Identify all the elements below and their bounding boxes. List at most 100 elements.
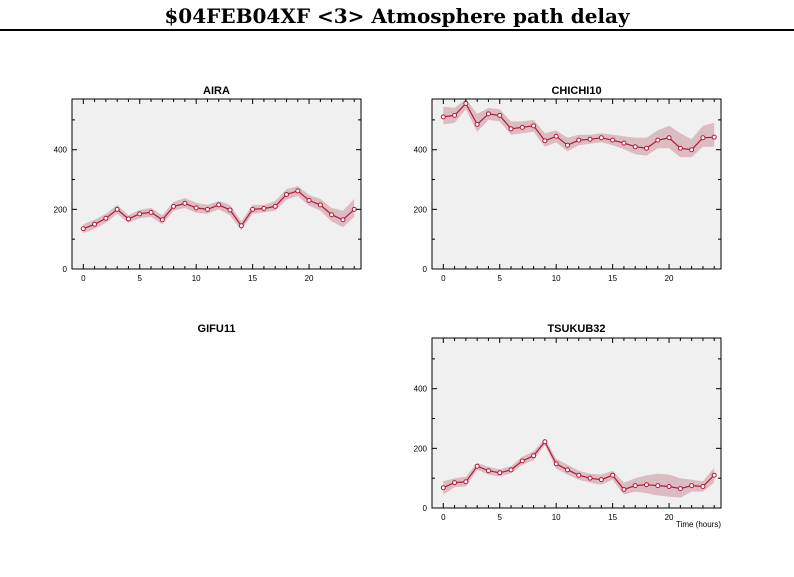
data-point xyxy=(306,197,312,203)
data-point xyxy=(700,484,706,490)
y-tick-label: 400 xyxy=(414,146,428,155)
data-point xyxy=(576,137,582,143)
x-tick-label: 5 xyxy=(498,513,503,522)
data-point xyxy=(666,484,672,490)
data-point xyxy=(677,145,683,151)
data-point xyxy=(474,463,480,469)
x-tick-label: 10 xyxy=(552,274,561,283)
data-point xyxy=(587,136,593,142)
data-point xyxy=(677,486,683,492)
data-point xyxy=(452,480,458,486)
data-point xyxy=(598,477,604,483)
data-point xyxy=(485,111,491,117)
data-point xyxy=(92,221,98,227)
data-point xyxy=(440,114,446,120)
data-point xyxy=(317,202,323,208)
data-point xyxy=(295,188,301,194)
data-point xyxy=(497,470,503,476)
data-point xyxy=(553,133,559,139)
data-point xyxy=(283,191,289,197)
data-point xyxy=(351,206,357,212)
data-point xyxy=(193,205,199,211)
data-point xyxy=(564,142,570,148)
data-point xyxy=(440,485,446,491)
x-tick-label: 10 xyxy=(552,513,561,522)
data-point xyxy=(250,206,256,212)
data-point xyxy=(497,112,503,118)
x-tick-label: 15 xyxy=(248,274,257,283)
data-point xyxy=(463,479,469,485)
data-point xyxy=(452,112,458,118)
data-point xyxy=(216,202,222,208)
data-point xyxy=(519,124,525,130)
x-tick-label: 15 xyxy=(608,513,617,522)
data-point xyxy=(474,121,480,127)
x-tick-label: 20 xyxy=(665,274,674,283)
data-point xyxy=(531,123,537,129)
y-tick-label: 0 xyxy=(63,265,68,274)
data-point xyxy=(711,472,717,478)
data-point xyxy=(598,135,604,141)
data-point xyxy=(553,461,559,467)
data-point xyxy=(485,468,491,474)
y-tick-label: 0 xyxy=(423,504,428,513)
data-point xyxy=(227,207,233,213)
data-point xyxy=(632,144,638,150)
title-rule xyxy=(0,29,794,31)
y-tick-label: 400 xyxy=(414,385,428,394)
y-tick-label: 200 xyxy=(414,444,428,453)
data-point xyxy=(632,483,638,489)
data-point xyxy=(261,205,267,211)
data-point xyxy=(508,467,514,473)
uncertainty-band xyxy=(83,186,355,234)
data-point xyxy=(80,226,86,232)
data-point xyxy=(114,206,120,212)
data-point xyxy=(700,135,706,141)
data-point xyxy=(666,135,672,141)
data-point xyxy=(329,212,335,218)
data-point xyxy=(576,472,582,478)
data-point xyxy=(125,216,131,222)
data-point xyxy=(643,482,649,488)
chart-title: GIFU11 xyxy=(198,323,236,335)
data-point xyxy=(542,138,548,144)
uncertainty-band xyxy=(443,99,715,158)
data-point xyxy=(655,483,661,489)
data-point xyxy=(689,147,695,153)
data-point xyxy=(564,467,570,473)
data-point xyxy=(621,487,627,493)
data-point xyxy=(643,145,649,151)
data-point xyxy=(508,126,514,132)
plot-area xyxy=(71,98,362,270)
x-tick-label: 5 xyxy=(498,274,503,283)
x-axis-label: Time (hours) xyxy=(676,520,721,529)
y-tick-label: 0 xyxy=(423,265,428,274)
x-tick-label: 0 xyxy=(441,513,446,522)
data-point xyxy=(159,217,165,223)
y-tick-label: 200 xyxy=(414,205,428,214)
y-tick-label: 400 xyxy=(54,146,68,155)
chart-title: AIRA xyxy=(203,85,230,97)
data-point xyxy=(103,215,109,221)
x-tick-label: 0 xyxy=(441,274,446,283)
x-tick-label: 15 xyxy=(608,274,617,283)
page-title: $04FEB04XF <3> Atmosphere path delay xyxy=(164,4,630,28)
x-tick-label: 20 xyxy=(665,513,674,522)
x-tick-label: 5 xyxy=(138,274,143,283)
y-tick-label: 200 xyxy=(54,205,68,214)
x-tick-label: 20 xyxy=(305,274,314,283)
data-point xyxy=(519,458,525,464)
data-point xyxy=(655,137,661,143)
data-point xyxy=(340,217,346,223)
data-point xyxy=(137,211,143,217)
data-point xyxy=(587,475,593,481)
data-point xyxy=(272,203,278,209)
data-point xyxy=(711,134,717,140)
data-point xyxy=(610,137,616,143)
data-point xyxy=(182,200,188,206)
data-point xyxy=(531,453,537,459)
data-point xyxy=(610,472,616,478)
